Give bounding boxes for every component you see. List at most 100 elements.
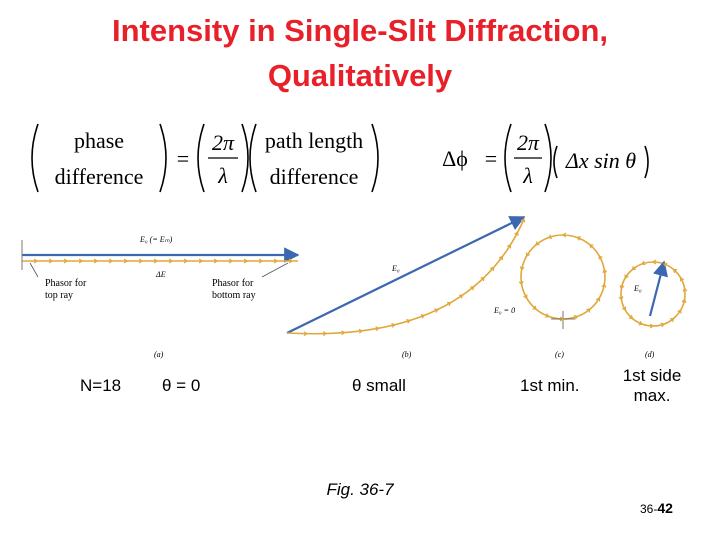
phasor-arrow-b [458,294,464,299]
phasor-arrow-d [618,296,624,301]
phasor-arrow-d [662,262,668,268]
phasor-arrow-b [446,301,452,307]
phasor-arrow-d [670,317,675,323]
caption-theta-small: θ small [352,376,406,395]
a-label-de: ΔE [155,270,166,279]
phasor-arrow-b [490,266,495,272]
caption-side-max-line-1: 1st side [622,366,682,385]
phasor-arrow-d [682,287,688,292]
phasor-arrow-d [679,277,685,282]
eq1-lhs-top: phase [74,128,124,153]
phasor-arrow-a [108,258,114,264]
phasor-arrow-b [434,308,439,313]
caption-first-side-max: 1st side max. [612,366,692,406]
slide-number: 36-42 [640,500,673,516]
d-label-e: E₀ [633,284,642,293]
panel-c: (c) [520,234,606,359]
eq1-frac-den: λ [217,163,228,188]
phasor-arrow-a [168,258,174,264]
phasor-arrow-b [506,244,512,249]
phasor-arrow-b [420,314,426,319]
phasor-arrow-a [198,258,204,264]
eq2-frac-den: λ [522,163,533,188]
title-line-2: Qualitatively [267,58,453,93]
a-label-bottom-1: Phasor for [212,278,254,289]
phasor-arrow-c [595,297,601,302]
phasor-arrow-a [138,258,144,264]
phasor-arrow-d [624,274,629,279]
phasor-arrow-b [406,318,411,324]
phasor-arrow-c [519,266,525,271]
a-label-top-2: top ray [45,290,73,301]
phasor-arrow-b [322,331,328,337]
phasor-arrow-d [641,260,646,266]
phasor-arrow-c [532,305,537,310]
panel-b: E₀ E₀ = 0 (b) [286,216,526,359]
slide-chapter: 36- [640,502,658,516]
phasor-arrow-d [677,309,682,314]
resultant-phasor-b [286,216,526,334]
phasor-arrow-a [273,258,279,264]
phasor-arrow-b [391,322,396,328]
caption-side-max-line-2: max. [633,386,671,405]
eq2-equals: = [485,146,497,171]
phasor-arrow-d [638,320,644,326]
phasor-arrow-a [78,258,84,264]
phasor-arrow-d [660,322,665,328]
phasor-arrow-a [33,258,39,264]
a-label-e0: E₀ (= Eₘ) [139,235,173,244]
eq2-rhs: Δx sin θ [565,148,636,173]
panel-letter-c: (c) [555,350,564,359]
panel-letter-b: (b) [402,350,412,359]
phasor-diagram: E₀ (= Eₘ) ΔE Phasor for top ray Phasor f… [21,216,688,359]
phasor-arrow-c [535,241,540,246]
phasor-arrow-a [213,258,219,264]
caption-first-min: 1st min. [520,376,580,395]
phasor-arrow-b [514,231,519,236]
caption-theta-zero: θ = 0 [162,376,201,395]
phasor-arrow-a [63,258,69,264]
phasor-arrow-a [288,258,294,264]
b-label-zero: E₀ = 0 [493,306,515,315]
phasor-arrow-d [672,268,678,274]
phasor-arrow-d [621,306,627,311]
slide-title: Intensity in Single-Slit Diffraction, Qu… [0,8,720,98]
eq2-frac-num: 2π [517,130,540,155]
panel-d: E₀ (d) [620,260,686,359]
phasor-arrow-b [358,328,364,334]
phasor-arrow-c [586,308,591,313]
phasor-arrow-d [651,259,657,265]
phasor-arrow-b [498,255,504,261]
phasor-arrow-d [628,314,634,320]
panel-a: E₀ (= Eₘ) ΔE Phasor for top ray Phasor f… [21,235,300,359]
phasor-arrow-b [341,330,346,336]
eq1-rhs-top: path length [265,128,363,153]
phasor-arrow-c [601,283,607,288]
phasor-arrow-d [681,298,687,303]
phasor-arrow-c [602,268,608,274]
phasor-arrow-b [375,326,380,332]
phasor-arrow-a [93,258,99,264]
phasor-arrow-c [518,280,524,286]
a-label-top-1: Phasor for [45,278,87,289]
phasor-arrow-c [525,252,531,257]
phasor-arrow-a [123,258,129,264]
phasor-circle-d [620,261,686,327]
phase-path-equation: phase difference = 2π λ path length diff… [31,123,379,193]
phasor-arrow-b [470,286,475,291]
title-line-1: Intensity in Single-Slit Diffraction, [111,13,609,48]
phasor-arrow-a [243,258,249,264]
eq2-lhs: Δϕ [442,146,468,171]
phasor-arrow-c [576,236,581,241]
phasor-arrow-b [520,218,526,223]
phasor-arrow-c [523,294,528,299]
eq1-rhs-bottom: difference [270,164,359,189]
phasor-arrow-c [561,232,567,238]
phasor-arrow-c [547,234,553,239]
slide-page: 42 [657,500,673,516]
phasor-arrow-a [183,258,189,264]
figure-label: Fig. 36-7 [326,480,394,499]
b-label-e: E₀ [391,264,400,273]
caption-n: N=18 [80,376,122,395]
a-label-bottom-2: bottom ray [212,290,256,301]
